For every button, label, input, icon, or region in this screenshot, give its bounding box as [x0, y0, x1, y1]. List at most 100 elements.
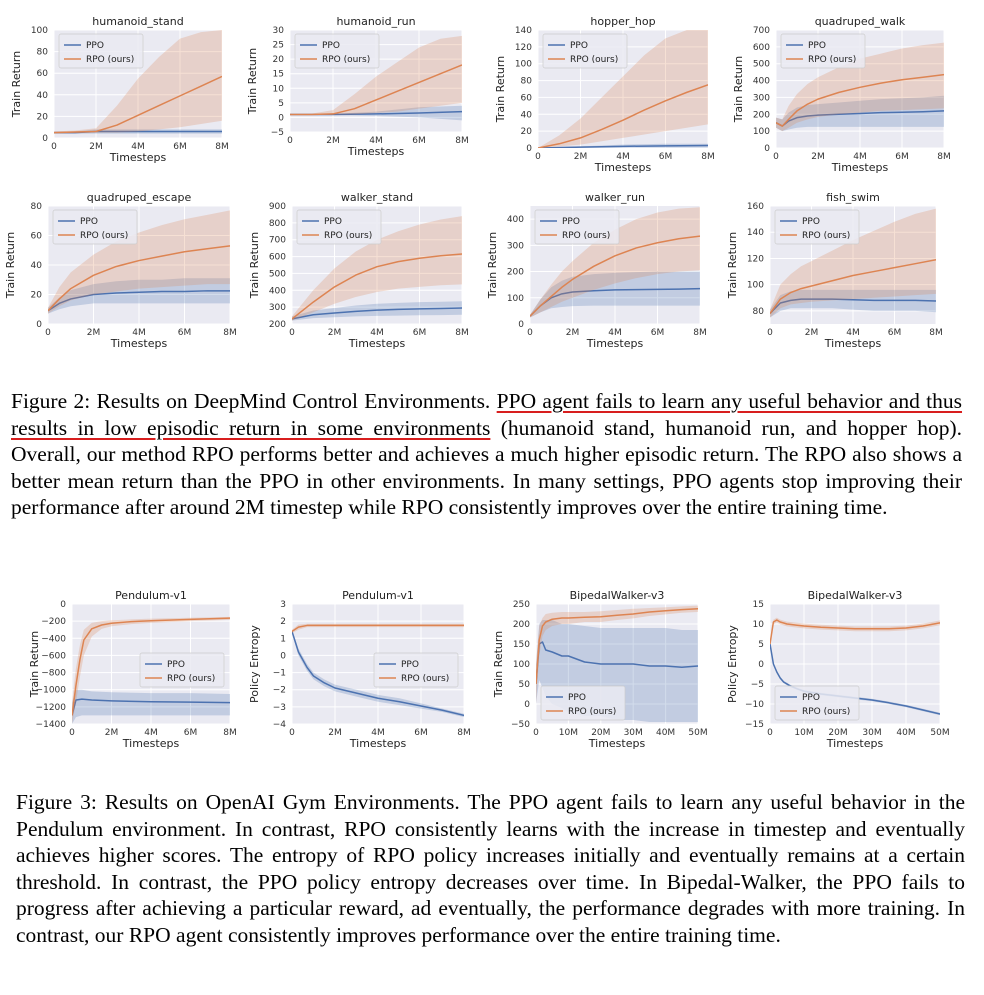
series-band — [48, 210, 230, 314]
y-tick-label: 0 — [518, 320, 524, 330]
legend-label-ppo: PPO — [80, 217, 98, 227]
y-tick-label: 500 — [269, 269, 286, 279]
series-line — [72, 617, 230, 716]
figure3-caption-label: Figure 3: — [16, 790, 97, 814]
x-axis-label: Timesteps — [831, 161, 889, 174]
x-tick-label: 30M — [624, 728, 643, 738]
y-tick-label: 800 — [269, 219, 286, 229]
y-tick-label: 120 — [515, 43, 532, 53]
legend-label-rpo-ours: RPO (ours) — [802, 231, 850, 241]
y-tick-label: 140 — [747, 228, 764, 238]
legend-label-ppo: PPO — [808, 41, 826, 51]
figure2-caption-highlight: PPO agent fails to learn any useful beha… — [11, 389, 963, 440]
y-tick-label: 15 — [753, 600, 764, 610]
series-ppo — [292, 629, 464, 718]
chart-title: BipedalWalker-v3 — [808, 589, 903, 602]
series-rpo-ours — [770, 617, 940, 646]
series-band — [48, 278, 230, 314]
x-axis-label: Timesteps — [122, 737, 180, 750]
x-tick-label: 2M — [105, 728, 119, 738]
legend-label-ppo: PPO — [167, 660, 185, 670]
y-tick-label: 30 — [273, 26, 285, 36]
x-tick-label: 8M — [701, 152, 715, 162]
legend: PPO RPO (ours) — [52, 209, 138, 245]
series-band — [290, 35, 462, 116]
series-band — [530, 207, 700, 318]
legend-label-ppo: PPO — [86, 41, 104, 51]
y-tick-label: −800 — [41, 669, 66, 679]
series-ppo — [48, 278, 230, 314]
y-tick-label: 160 — [747, 202, 764, 212]
series-rpo-ours — [538, 30, 708, 148]
y-tick-label: 40 — [37, 91, 49, 101]
y-tick-label: 10 — [753, 620, 765, 630]
x-tick-label: 4M — [616, 152, 630, 162]
y-tick-label: −10 — [745, 700, 764, 710]
chart-1-humanoid-stand: 0 2M 4M 6M 8M 0 20 40 60 80 100 humanoid_stand Times… — [10, 15, 229, 164]
chart-6-walker-stand: 0 2M 4M 6M 8M 200 300 400 500 600 700 800 900 walker_… — [248, 191, 469, 350]
chart-2-humanoid-run: 0 2M 4M 6M 8M−5051015202530humanoid_runTimes… — [246, 15, 469, 158]
legend-label-ppo: PPO — [802, 693, 820, 703]
legend-label-ppo: PPO — [322, 41, 340, 51]
y-tick-label: −600 — [41, 651, 66, 661]
y-tick-label: −5 — [271, 128, 284, 138]
series-band — [292, 629, 464, 718]
x-tick-label: 4M — [371, 728, 385, 738]
x-axis-label: Timesteps — [347, 145, 405, 158]
series-line — [770, 619, 940, 645]
x-tick-label: 20M — [591, 728, 610, 738]
series-rpo-ours — [292, 623, 464, 634]
y-axis-label: Train Return — [10, 51, 23, 118]
chart-title: quadruped_walk — [815, 15, 906, 28]
y-tick-label: 2 — [280, 617, 286, 627]
chart-11-bipedalwalker-v3: 0 10M 20M 30M 40M 50M−50050100150200250Bipeda… — [492, 589, 708, 750]
y-tick-label: 25 — [273, 41, 284, 51]
y-axis-label: Train Return — [248, 232, 261, 299]
y-tick-label: 500 — [753, 60, 770, 70]
y-tick-label: 80 — [37, 48, 49, 58]
x-tick-label: 0 — [527, 328, 533, 338]
series-rpo-ours — [530, 207, 700, 318]
y-tick-label: 15 — [273, 70, 284, 80]
series-line — [536, 641, 698, 685]
series-band — [770, 289, 936, 318]
x-tick-label: 6M — [895, 152, 909, 162]
series-ppo — [770, 289, 936, 318]
chart-title: fish_swim — [826, 191, 880, 204]
y-tick-label: 80 — [753, 307, 765, 317]
series-rpo-ours — [776, 42, 944, 132]
figure2-caption-label: Figure 2: — [11, 389, 91, 413]
y-tick-label: 600 — [753, 43, 770, 53]
chart-title: humanoid_stand — [92, 15, 183, 28]
y-tick-label: 200 — [507, 268, 524, 278]
y-tick-label: 0 — [60, 600, 66, 610]
legend-label-rpo-ours: RPO (ours) — [80, 231, 128, 241]
x-axis-label: Timesteps — [824, 337, 882, 350]
y-tick-label: −1000 — [36, 686, 67, 696]
legend-label-ppo: PPO — [570, 41, 588, 51]
x-axis-label: Timesteps — [586, 337, 644, 350]
legend-label-ppo: PPO — [562, 217, 580, 227]
series-rpo-ours — [54, 30, 222, 134]
y-tick-label: 60 — [31, 232, 43, 242]
legend: PPO RPO (ours) — [373, 652, 459, 688]
y-tick-label: 40 — [521, 110, 533, 120]
y-tick-label: 600 — [269, 253, 286, 263]
y-axis-label: Train Return — [732, 56, 745, 123]
y-tick-label: 200 — [513, 620, 530, 630]
y-tick-label: 100 — [753, 127, 770, 137]
x-tick-label: 0 — [287, 136, 293, 146]
y-tick-label: −4 — [273, 720, 287, 730]
y-tick-label: −400 — [41, 634, 66, 644]
y-tick-label: 150 — [513, 640, 530, 650]
x-tick-label: 8M — [937, 152, 951, 162]
y-axis-label: Train Return — [246, 48, 259, 115]
x-tick-label: 6M — [414, 728, 428, 738]
series-band — [536, 605, 698, 704]
y-tick-label: 20 — [37, 112, 49, 122]
y-tick-label: 3 — [280, 600, 286, 610]
y-tick-label: 250 — [513, 600, 530, 610]
y-tick-label: 0 — [524, 700, 530, 710]
legend: PPO RPO (ours) — [139, 652, 225, 688]
x-tick-label: 2M — [328, 728, 342, 738]
